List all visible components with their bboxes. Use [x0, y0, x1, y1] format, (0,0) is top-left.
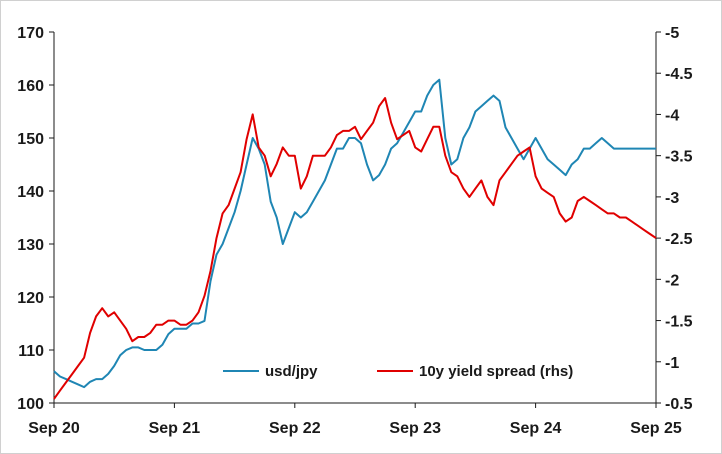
legend-label: 10y yield spread (rhs) — [419, 363, 573, 380]
right-tick-label: -4 — [665, 107, 679, 124]
x-tick-label: Sep 25 — [630, 420, 682, 437]
x-tick-label: Sep 23 — [389, 420, 441, 437]
x-tick-label: Sep 24 — [510, 420, 562, 437]
right-tick-label: -1.5 — [665, 314, 693, 331]
left-tick-label: 120 — [17, 290, 44, 307]
right-tick-label: -1 — [665, 355, 679, 372]
left-tick-label: 130 — [17, 237, 44, 254]
right-tick-label: -2.5 — [665, 231, 693, 248]
series-line-usdjpy — [53, 78, 656, 389]
left-tick-label: 140 — [17, 184, 44, 201]
left-tick-label: 100 — [17, 396, 44, 413]
right-tick-label: -3 — [665, 190, 679, 207]
left-tick-label: 160 — [17, 78, 44, 95]
x-tick-label: Sep 22 — [269, 420, 321, 437]
right-tick-label: -2 — [665, 272, 679, 289]
right-tick-label: -0.5 — [665, 396, 693, 413]
x-tick-label: Sep 20 — [28, 420, 80, 437]
right-tick-label: -4.5 — [665, 66, 693, 83]
left-tick-label: 110 — [18, 343, 44, 360]
x-tick-label: Sep 21 — [149, 420, 201, 437]
legend-label: usd/jpy — [265, 363, 318, 380]
right-tick-label: -3.5 — [665, 149, 693, 166]
left-tick-label: 170 — [17, 25, 44, 42]
series-line-yield-spread — [53, 97, 657, 400]
right-tick-label: -5 — [665, 25, 679, 42]
left-tick-label: 150 — [17, 131, 44, 148]
